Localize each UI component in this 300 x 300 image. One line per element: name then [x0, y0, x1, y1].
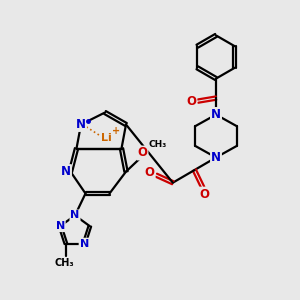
Text: N: N — [211, 108, 221, 121]
Text: N: N — [56, 221, 65, 231]
Text: O: O — [137, 146, 148, 160]
Text: O: O — [199, 188, 209, 201]
Text: N: N — [76, 118, 86, 131]
Text: Li: Li — [101, 133, 112, 143]
Text: O: O — [186, 94, 197, 108]
Text: N: N — [61, 165, 71, 178]
Text: CH₃: CH₃ — [149, 140, 167, 149]
Text: N: N — [80, 238, 89, 249]
Text: CH₃: CH₃ — [55, 258, 74, 268]
Text: +: + — [112, 126, 120, 136]
Text: N: N — [211, 151, 221, 164]
Text: O: O — [145, 166, 155, 179]
Text: N: N — [211, 108, 221, 121]
Text: N: N — [70, 210, 80, 220]
